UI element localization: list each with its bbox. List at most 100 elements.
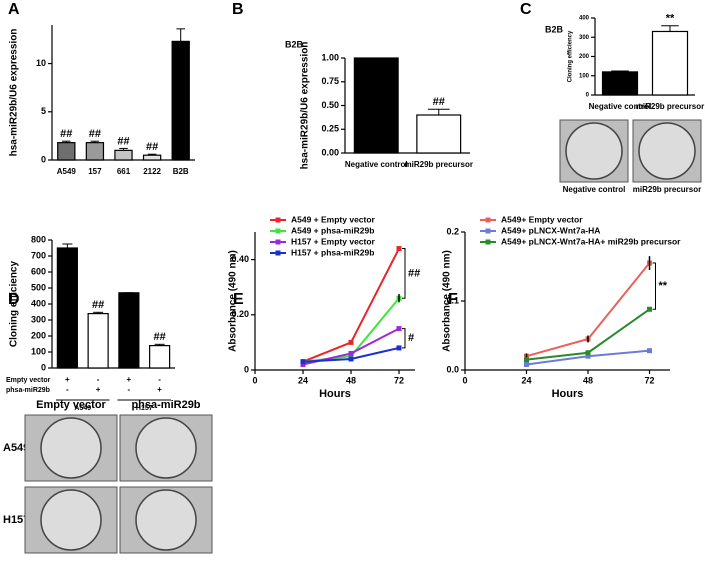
y-tick-label: 0.25 [321, 124, 339, 134]
x-tick-label: Negative control [589, 102, 652, 111]
y-tick-label: 0.40 [231, 254, 249, 264]
significance-label: ** [659, 280, 668, 292]
y-tick-label: 0.00 [321, 147, 339, 157]
image-column-label: Empty vector [36, 399, 106, 411]
y-tick-label: 0.20 [231, 309, 249, 319]
y-tick-label: 0 [41, 154, 46, 164]
point [585, 353, 591, 359]
panel-letter: E [233, 291, 244, 308]
y-tick-label: 0.0 [446, 364, 459, 374]
bracket [402, 328, 406, 349]
condition-mark: + [96, 385, 101, 394]
group-label: H157 [136, 405, 153, 412]
point [396, 326, 402, 332]
bar [118, 292, 140, 369]
significance-label: ## [60, 128, 72, 140]
point [348, 350, 354, 356]
y-tick-label: 5 [41, 106, 46, 116]
bar [114, 149, 133, 161]
bracket [402, 248, 406, 299]
group-label: A549 [74, 405, 91, 412]
y-tick-label: 300 [579, 35, 590, 41]
x-axis-label: Hours [319, 388, 351, 400]
y-tick-label: 0 [586, 93, 590, 99]
x-tick-label: 157 [88, 167, 102, 176]
y-tick-label: 800 [31, 234, 46, 244]
legend-marker [275, 250, 281, 256]
panel-letter: A [8, 1, 20, 18]
point [396, 246, 402, 252]
point [647, 306, 652, 312]
panel-letter: D [8, 291, 20, 308]
x-tick-label: 72 [394, 375, 404, 385]
legend-label: A549+ Empty vector [501, 214, 583, 224]
bar [651, 30, 689, 96]
legend-label: H157 + Empty vector [291, 236, 376, 246]
colony-plate-well [135, 417, 197, 479]
colony-plate-well [40, 417, 102, 479]
y-tick-label: 700 [31, 250, 46, 260]
significance-label: # [408, 332, 414, 344]
x-tick-label: 661 [117, 167, 131, 176]
x-tick-label: 48 [346, 375, 356, 385]
x-tick-label: A549 [57, 167, 77, 176]
condition-mark: + [65, 375, 70, 384]
legend-marker [485, 239, 491, 245]
condition-name: Empty vector [6, 377, 51, 384]
x-tick-label: 24 [298, 375, 308, 385]
significance-label: ## [89, 128, 101, 140]
colony-plate-well [565, 122, 623, 180]
x-tick-label: 0 [252, 375, 257, 385]
y-axis-label: Cloning efficiency [568, 30, 574, 82]
legend-marker [275, 239, 281, 245]
bar [57, 142, 76, 161]
y-tick-label: 600 [31, 266, 46, 276]
y-tick-label: 0.1 [446, 295, 459, 305]
x-tick-label: B2B [173, 167, 189, 176]
bar [85, 142, 105, 161]
image-column-label: phsa-miR29b [131, 399, 200, 411]
colony-plate-well [638, 122, 696, 180]
x-tick-label: 2122 [143, 167, 161, 176]
significance-label: ** [666, 13, 675, 25]
x-tick-label: 72 [644, 375, 654, 385]
bracket [652, 262, 656, 310]
image-row-label: A549 [3, 442, 29, 454]
bar [56, 247, 78, 369]
condition-mark: + [157, 385, 162, 394]
y-tick-label: 400 [31, 298, 46, 308]
condition-mark: - [128, 385, 131, 394]
point [300, 359, 306, 365]
legend-label: A549+ pLNCX-Wnt7a-HA [501, 225, 600, 235]
y-tick-label: 300 [31, 314, 46, 324]
y-tick-label: 1.00 [321, 52, 339, 62]
point [348, 353, 354, 359]
bar [87, 313, 109, 369]
condition-mark: - [66, 385, 69, 394]
colony-plate-well [40, 489, 102, 551]
legend-label: A549 + Empty vector [291, 214, 376, 224]
y-tick-label: 10 [36, 58, 46, 68]
chart-title: B2B [545, 24, 564, 34]
y-tick-label: 500 [31, 282, 46, 292]
x-tick-label: 48 [583, 375, 593, 385]
significance-label: ## [117, 135, 129, 147]
point [348, 339, 354, 345]
y-tick-label: 0 [41, 362, 46, 372]
point [647, 348, 652, 354]
bar [142, 154, 162, 161]
y-tick-label: 0.2 [446, 226, 459, 236]
y-tick-label: 0.75 [321, 76, 339, 86]
bar [416, 114, 462, 154]
point [524, 357, 529, 363]
x-tick-label: 0 [462, 375, 467, 385]
condition-name: phsa-miR29b [6, 387, 50, 394]
point [300, 361, 306, 367]
y-tick-label: 400 [579, 16, 590, 22]
condition-mark: + [127, 375, 132, 384]
legend-marker [275, 228, 281, 234]
panel-letter: F [448, 291, 458, 308]
y-tick-label: 200 [579, 54, 590, 60]
image-label: miR29b precursor [633, 185, 701, 194]
